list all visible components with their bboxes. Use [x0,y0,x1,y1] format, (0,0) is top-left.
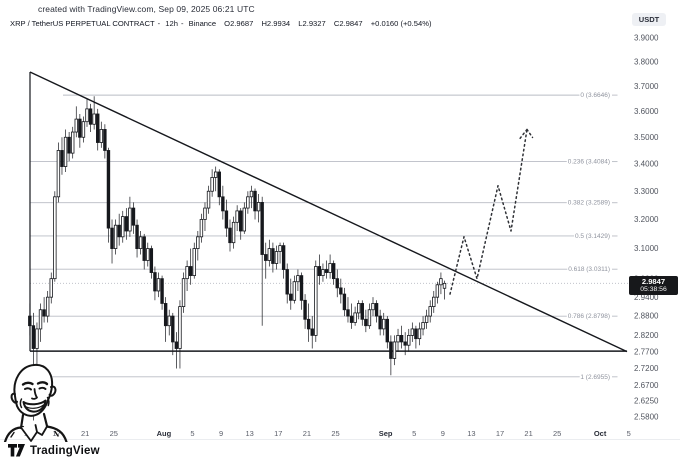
price-tick-label: 3.2000 [634,215,659,224]
time-tick-label: 13 [24,429,32,438]
exchange-label: Binance [188,19,217,28]
price-tick-label: 2.8800 [634,312,659,321]
descending-triangle[interactable] [29,71,628,353]
time-tick-label: 21 [524,429,532,438]
ohlc-low: L2.9327 [298,19,326,28]
tradingview-logo[interactable]: TradingView [8,444,100,457]
time-tick-label: 17 [496,429,504,438]
time-tick-label: 25 [553,429,561,438]
price-tick-label: 2.8200 [634,331,659,340]
price-tick-label: 2.7200 [634,364,659,373]
price-tick-label: 3.8000 [634,57,659,66]
projection-arrowhead [519,128,534,140]
fib-label: 0.618 (3.0311) [568,266,610,273]
time-tick-label: 25 [331,429,339,438]
time-tick-label: 9 [441,429,445,438]
price-tick-label: 3.7000 [634,82,659,91]
time-tick-label: Oct [594,429,607,438]
separator: - [180,19,184,28]
symbol-name[interactable]: XRP / TetherUS PERPETUAL CONTRACT [10,19,155,28]
price-tick-label: 2.6250 [634,397,659,406]
current-price: 2.9847 [641,277,666,286]
current-price-tag: 2.9847 05:38:56 [629,276,678,295]
fib-label: 0 (3.6646) [580,92,610,99]
fib-label: 0.382 (3.2589) [568,200,610,207]
time-tick-label: 9 [219,429,223,438]
price-tick-label: 3.6000 [634,107,659,116]
time-tick-label: 5 [627,429,631,438]
fib-label: 1 (2.6955) [580,374,610,381]
time-tick-label: 25 [110,429,118,438]
ohlc-high: H2.9934 [261,19,291,28]
time-tick-label: Aug [157,429,172,438]
ohlc-close: C2.9847 [333,19,363,28]
price-tick-label: 2.9400 [634,293,659,302]
price-projection[interactable] [449,128,534,295]
currency-label[interactable]: USDT [632,13,666,26]
time-tick-label: 17 [52,429,60,438]
candles [28,96,447,421]
time-tick-label: Sep [379,429,393,438]
price-tick-label: 3.1000 [634,244,659,253]
price-tick-label: 3.4000 [634,159,659,168]
tradingview-logo-icon [8,444,25,457]
time-tick-label: 21 [303,429,311,438]
attribution-line: created with TradingView.com, Sep 09, 20… [38,4,255,14]
time-tick-label: 17 [274,429,282,438]
tradingview-logo-text: TradingView [30,444,100,457]
change-label: +0.0160 (+0.54%) [370,19,432,28]
time-axis[interactable]: 13 17 21 25 Aug 5 9 13 17 21 25 Sep 5 9 13 17 21 25 Oct 5 [24,429,631,438]
countdown-timer: 05:38:56 [640,286,667,293]
fib-retracement: 0 (3.6646) 0.236 (3.4084) 0.382 (3.2589) 0.… [30,91,618,382]
time-tick-label: 13 [467,429,475,438]
price-tick-label: 2.7700 [634,347,659,356]
symbol-header: XRP / TetherUS PERPETUAL CONTRACT - 12h - … [10,19,435,28]
price-tick-label: 3.3000 [634,187,659,196]
time-tick-label: 13 [246,429,254,438]
price-axis[interactable]: 3.9000 3.8000 3.7000 3.6000 3.5000 3.4000 3.30… [634,34,659,422]
time-tick-label: 5 [190,429,194,438]
fib-label: 0.236 (3.4084) [568,159,610,166]
time-tick-label: 21 [81,429,89,438]
interval-label[interactable]: 12h [165,19,178,28]
price-tick-label: 2.6700 [634,381,659,390]
fib-label: 0.5 (3.1429) [575,233,610,240]
price-tick-label: 2.5800 [634,413,659,422]
fib-label: 0.786 (2.8798) [568,313,610,320]
time-tick-label: 5 [412,429,416,438]
separator: - [157,19,161,28]
price-tick-label: 3.5000 [634,133,659,142]
ohlc-open: O2.9687 [224,19,254,28]
price-tick-label: 3.9000 [634,34,659,43]
